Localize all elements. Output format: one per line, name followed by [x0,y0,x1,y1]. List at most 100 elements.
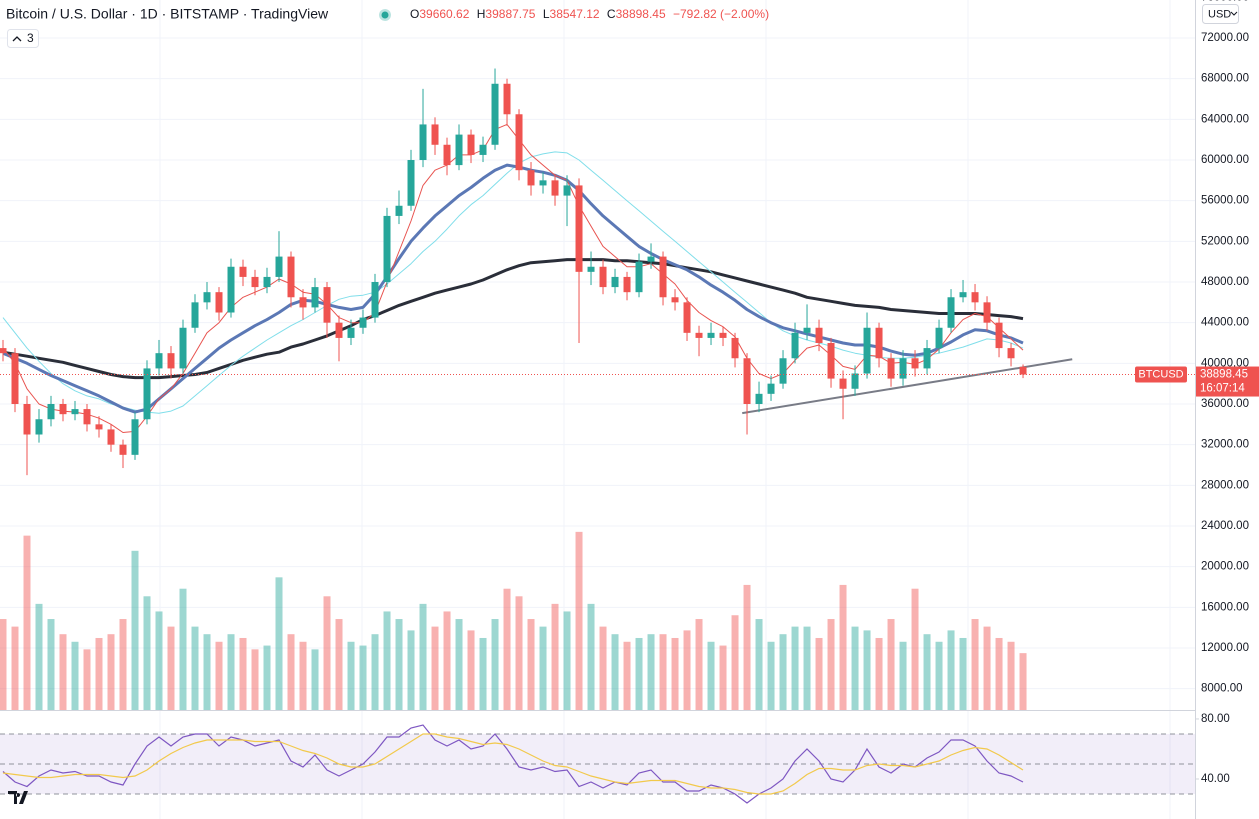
y-tick-label: 24000.00 [1201,520,1249,532]
volume-bar [935,641,943,710]
ohlc-value: 39660.62 [419,7,469,21]
candle-body [839,378,847,389]
candle-body [695,332,703,338]
candle-body [71,409,79,415]
y-tick-label: 76000.00 [1201,0,1249,3]
candles [0,68,1027,476]
volume-bar [215,641,223,710]
candle-body [947,297,955,328]
overlay: BTCUSD 38898.45 16:07:14 [0,366,1259,397]
volume-bar [863,630,871,710]
volume-bar [395,619,403,710]
volume-bar [899,641,907,710]
y-tick-label: 44000.00 [1201,317,1249,329]
volume-bar [287,634,295,710]
candle-body [347,327,355,338]
volume-bar [575,531,583,710]
candle-body [731,337,739,359]
volume-bar [563,611,571,710]
volume-bar [683,630,691,710]
volume-bar [455,619,463,710]
candle-body [995,322,1003,349]
candle-body [143,368,151,420]
volume-bar [167,626,175,710]
volume-bar [971,619,979,710]
volume-bar [23,535,31,710]
rsi-pane [0,724,1195,804]
volume-bar [239,637,247,710]
volume-bar [299,641,307,710]
candle-body [743,358,751,405]
ohlc-label: C [607,7,616,21]
candle-body [683,302,691,333]
volume-bar [419,603,427,710]
volume-bar [335,619,343,710]
indicator-toggle[interactable] [7,29,39,48]
candle-body [335,322,343,338]
y-tick-label: 52000.00 [1201,235,1249,247]
chevron-icon [12,36,22,42]
candle-body [575,185,583,272]
candle-body [95,424,103,430]
candle-body [779,358,787,384]
candle-body [239,266,247,277]
countdown: 16:07:14 [1200,383,1245,395]
volume-bar [839,584,847,710]
volume-bar [767,641,775,710]
volume-bar [635,637,643,710]
ohlc-label: L [543,7,550,21]
volume-bar [359,645,367,710]
volume-bar [719,645,727,710]
volume-bar [443,611,451,710]
ohlc-value: 38547.12 [550,7,600,21]
candle-body [623,276,631,293]
y-tick-label: 40.00 [1201,773,1230,785]
volume-bar [35,603,43,710]
currency: USD [1208,8,1231,20]
candle-body [1007,348,1015,359]
candle-body [431,124,439,145]
volume-bar [263,645,271,710]
candle-body [371,282,379,318]
volume-bar [155,611,163,710]
candle-body [587,266,595,272]
candle-body [815,327,823,344]
candle-body [215,292,223,313]
volume-bar [875,637,883,710]
volume-bar [779,634,787,710]
y-tick-label: 8000.00 [1201,683,1243,695]
volume-bar [311,649,319,710]
y-tick-label: 20000.00 [1201,561,1249,573]
candle-body [251,276,259,288]
candle-body [899,358,907,379]
volume-bar [803,626,811,710]
y-tick-label: 56000.00 [1201,195,1249,207]
volume-bar [647,634,655,710]
candle-body [755,393,763,405]
ohlc-value: 39887.75 [485,7,535,21]
volume-bar [143,596,151,710]
volume-bar [527,619,535,710]
candle-body [647,256,655,262]
volume-bar [191,626,199,710]
grid [0,0,1195,819]
volume-bar [731,615,739,710]
volume-bar [47,619,55,710]
volume-bar [227,634,235,710]
volume-bar [791,626,799,710]
currency-button[interactable] [1202,4,1239,24]
volume-bar [407,630,415,710]
candle-body [491,83,499,145]
y-tick-label: 68000.00 [1201,73,1249,85]
volume-bar [947,630,955,710]
volume-bar [467,630,475,710]
candle-body [563,185,571,196]
volume-bar [599,626,607,710]
chevron-icon [1230,11,1238,16]
candle-body [23,404,31,435]
candle-body [791,332,799,359]
volume-bar [887,619,895,710]
ohlc-label: O [410,7,419,21]
volume-bar [695,619,703,710]
y-tick-label: 36000.00 [1201,398,1249,410]
